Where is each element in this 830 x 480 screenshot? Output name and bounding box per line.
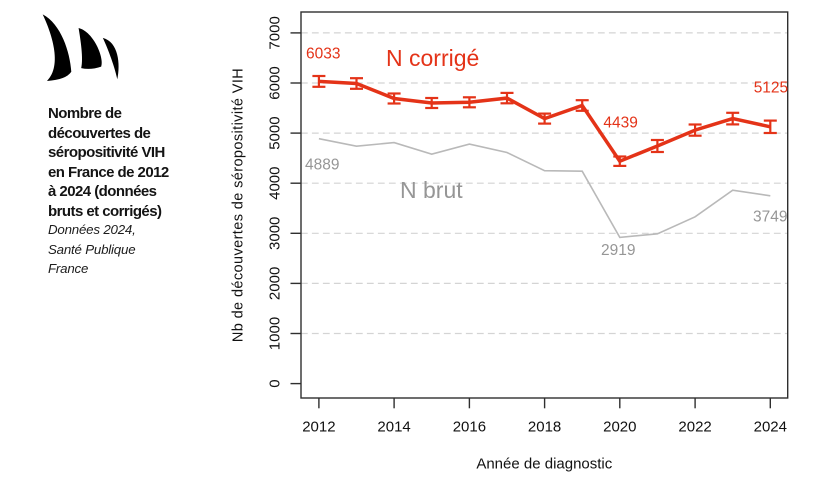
svg-text:2000: 2000	[267, 267, 284, 300]
svg-text:2024: 2024	[754, 419, 787, 436]
svg-text:5000: 5000	[267, 116, 284, 149]
svg-text:6033: 6033	[306, 45, 340, 62]
svg-text:4889: 4889	[305, 157, 339, 174]
svg-text:Année de diagnostic: Année de diagnostic	[476, 456, 612, 473]
svg-text:2014: 2014	[377, 419, 410, 436]
svg-text:2919: 2919	[601, 242, 635, 259]
svg-text:5125: 5125	[754, 79, 788, 96]
svg-text:2018: 2018	[528, 419, 561, 436]
svg-text:0: 0	[267, 379, 284, 387]
svg-text:N corrigé: N corrigé	[386, 45, 479, 71]
svg-text:7000: 7000	[267, 16, 284, 49]
svg-text:2012: 2012	[302, 419, 335, 436]
svg-text:2016: 2016	[453, 419, 486, 436]
svg-text:2020: 2020	[603, 419, 636, 436]
svg-text:N brut: N brut	[400, 177, 463, 203]
svg-text:Nb de découvertes de séroposit: Nb de découvertes de séropositivité VIH	[231, 68, 247, 342]
svg-text:4000: 4000	[267, 167, 284, 200]
svg-text:4439: 4439	[603, 115, 637, 132]
svg-text:3749: 3749	[753, 209, 787, 226]
svg-text:2022: 2022	[678, 419, 711, 436]
svg-text:1000: 1000	[267, 317, 284, 350]
svg-text:3000: 3000	[267, 217, 284, 250]
svg-text:6000: 6000	[267, 66, 284, 99]
